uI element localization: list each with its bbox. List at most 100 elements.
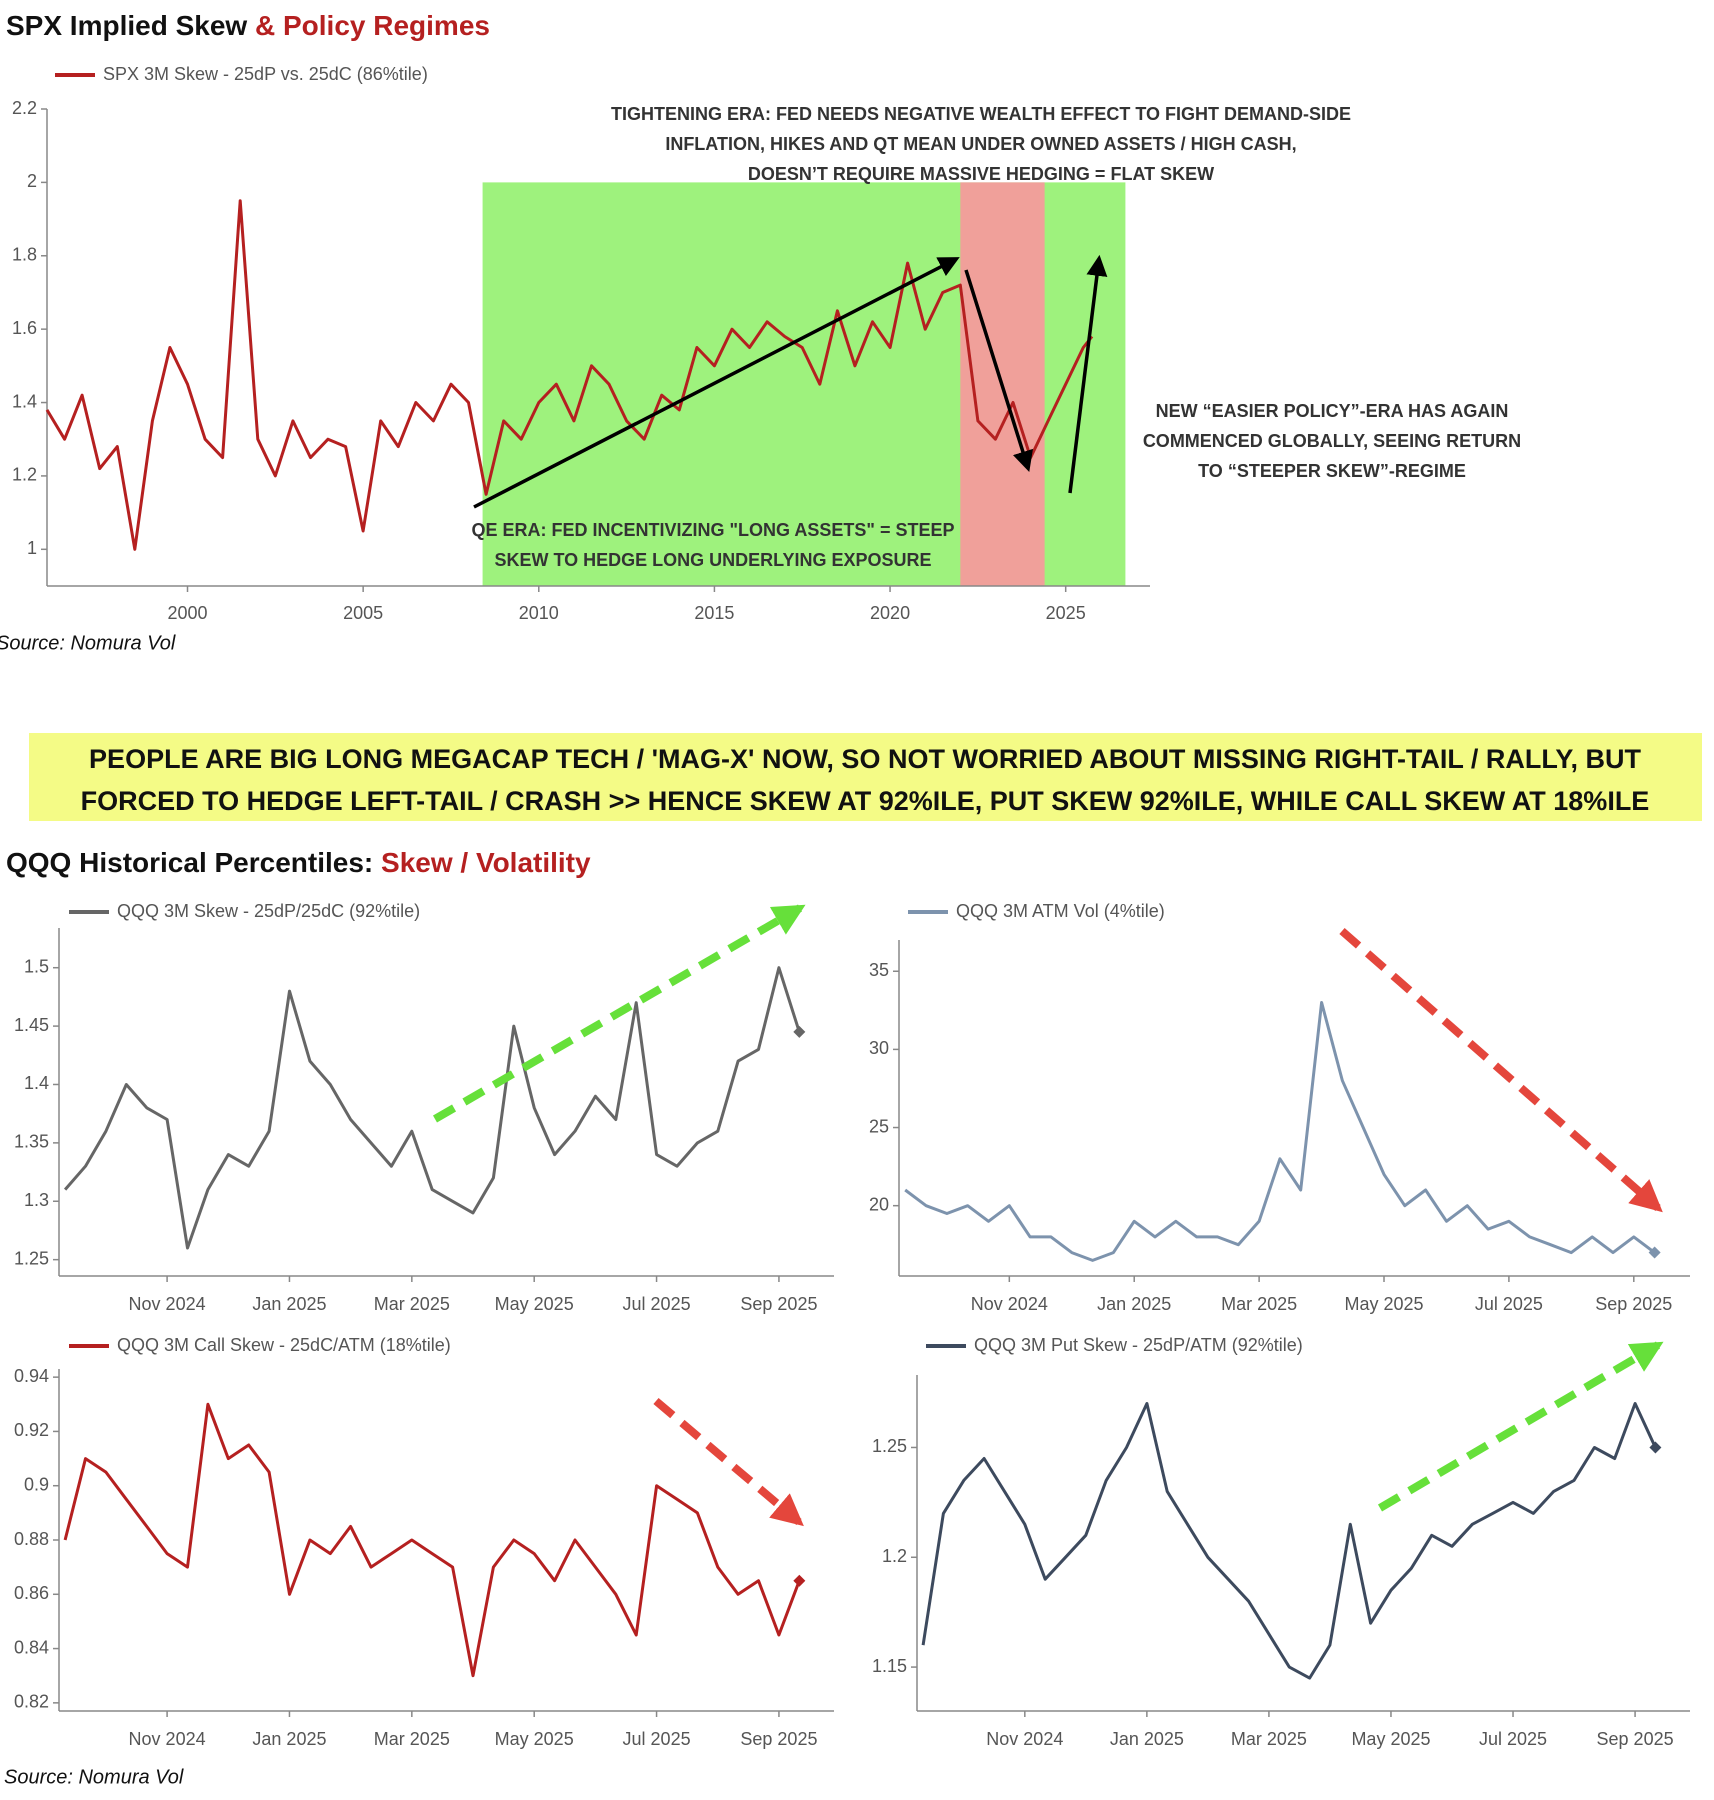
x-tick-label: May 2025: [1351, 1729, 1430, 1749]
y-tick-label: 0.92: [14, 1420, 49, 1440]
y-tick-label: 2: [27, 171, 37, 191]
y-tick-label: 1.3: [24, 1190, 49, 1210]
y-tick-label: 0.82: [14, 1692, 49, 1712]
y-tick-label: 2.2: [12, 98, 37, 118]
x-tick-label: 2005: [343, 603, 383, 623]
y-tick-label: 1.4: [12, 391, 37, 411]
end-marker: [1649, 1441, 1662, 1454]
arrows: [432, 254, 1664, 1527]
y-tick-label: 1.25: [872, 1436, 907, 1456]
x-tick-label: Jul 2025: [623, 1729, 691, 1749]
y-tick-label: 35: [869, 960, 889, 980]
x-tick-label: May 2025: [495, 1729, 574, 1749]
x-tick-label: Jan 2025: [1097, 1294, 1171, 1314]
legend-label: QQQ 3M Skew - 25dP/25dC (92%tile): [117, 901, 420, 921]
x-tick-label: Jan 2025: [1110, 1729, 1184, 1749]
x-tick-label: Jul 2025: [1475, 1294, 1543, 1314]
legend-label: QQQ 3M ATM Vol (4%tile): [956, 901, 1165, 921]
x-tick-label: Jul 2025: [623, 1294, 691, 1314]
series-line: [921, 1402, 1657, 1680]
x-tick-label: Nov 2024: [971, 1294, 1048, 1314]
x-tick-label: 2015: [694, 603, 734, 623]
y-tick-label: 1.2: [882, 1546, 907, 1566]
y-tick-label: 0.94: [14, 1366, 49, 1386]
banner-box: [29, 733, 1702, 821]
x-tick-label: Jan 2025: [252, 1729, 326, 1749]
x-tick-label: Jul 2025: [1479, 1729, 1547, 1749]
qqq-title: QQQ Historical Percentiles: Skew / Volat…: [6, 847, 591, 878]
legend-label: QQQ 3M Call Skew - 25dC/ATM (18%tile): [117, 1335, 451, 1355]
end-marker: [1648, 1246, 1661, 1259]
trend-arrow: [653, 1397, 804, 1527]
annotation: COMMENCED GLOBALLY, SEEING RETURN: [1143, 431, 1521, 451]
annotation: SKEW TO HEDGE LONG UNDERLYING EXPOSURE: [494, 550, 931, 570]
y-tick-label: 1.2: [12, 465, 37, 485]
y-tick-label: 25: [869, 1116, 889, 1136]
annotation: DOESN’T REQUIRE MASSIVE HEDGING = FLAT S…: [748, 164, 1214, 184]
trend-arrow: [1068, 254, 1108, 494]
title-part: SPX Implied Skew: [6, 10, 247, 41]
x-tick-label: Mar 2025: [1231, 1729, 1307, 1749]
legend-label: SPX 3M Skew - 25dP vs. 25dC (86%tile): [103, 64, 428, 84]
y-tick-label: 1: [27, 538, 37, 558]
x-tick-label: Nov 2024: [129, 1729, 206, 1749]
x-tick-label: Sep 2025: [1595, 1294, 1672, 1314]
y-tick-label: 0.9: [24, 1474, 49, 1494]
trend-arrow: [1339, 927, 1663, 1213]
series-line: [63, 1402, 801, 1678]
series-line: [63, 966, 801, 1250]
annotation: TO “STEEPER SKEW”-REGIME: [1198, 461, 1466, 481]
x-tick-label: Jan 2025: [252, 1294, 326, 1314]
y-tick-label: 20: [869, 1194, 889, 1214]
title-part: QQQ Historical Percentiles:: [6, 847, 373, 878]
y-tick-label: 1.15: [872, 1656, 907, 1676]
source: Source: Nomura Vol: [4, 1766, 184, 1788]
x-tick-label: 2010: [519, 603, 559, 623]
title-part: & Policy Regimes: [255, 10, 490, 41]
y-tick-label: 1.5: [24, 956, 49, 976]
x-tick-label: 2025: [1046, 603, 1086, 623]
annotation: QE ERA: FED INCENTIVIZING "LONG ASSETS" …: [472, 520, 955, 540]
y-tick-label: 1.4: [24, 1073, 49, 1093]
end-marker: [793, 1574, 806, 1587]
banner-text: FORCED TO HEDGE LEFT-TAIL / CRASH >> HEN…: [81, 786, 1650, 816]
y-tick-label: 30: [869, 1038, 889, 1058]
spx-title: SPX Implied Skew & Policy Regimes: [6, 10, 490, 41]
x-tick-label: Mar 2025: [1221, 1294, 1297, 1314]
series-line: [904, 1001, 1656, 1262]
y-tick-label: 0.86: [14, 1583, 49, 1603]
x-tick-label: 2000: [167, 603, 207, 623]
x-tick-label: May 2025: [1344, 1294, 1423, 1314]
x-tick-label: Sep 2025: [1597, 1729, 1674, 1749]
annotation: INFLATION, HIKES AND QT MEAN UNDER OWNED…: [665, 134, 1296, 154]
x-tick-label: Sep 2025: [740, 1729, 817, 1749]
y-tick-label: 1.8: [12, 245, 37, 265]
title-part: Skew / Volatility: [381, 847, 591, 878]
trend-arrow: [964, 269, 1033, 473]
y-tick-label: 1.35: [14, 1132, 49, 1152]
trend-arrow: [473, 257, 960, 509]
legend-label: QQQ 3M Put Skew - 25dP/ATM (92%tile): [974, 1335, 1303, 1355]
x-tick-label: Nov 2024: [129, 1294, 206, 1314]
y-tick-label: 1.45: [14, 1015, 49, 1035]
x-tick-label: 2020: [870, 603, 910, 623]
series-line: [45, 199, 1094, 551]
annotation: TIGHTENING ERA: FED NEEDS NEGATIVE WEALT…: [611, 104, 1351, 124]
source: Source: Nomura Vol: [0, 632, 176, 654]
x-tick-label: May 2025: [495, 1294, 574, 1314]
banner-text: PEOPLE ARE BIG LONG MEGACAP TECH / 'MAG-…: [89, 744, 1641, 774]
x-tick-label: Mar 2025: [374, 1729, 450, 1749]
y-tick-label: 1.25: [14, 1248, 49, 1268]
x-tick-label: Mar 2025: [374, 1294, 450, 1314]
annotation: NEW “EASIER POLICY”-ERA HAS AGAIN: [1156, 401, 1509, 421]
x-tick-label: Nov 2024: [986, 1729, 1063, 1749]
y-tick-label: 0.84: [14, 1637, 49, 1657]
y-tick-label: 0.88: [14, 1529, 49, 1549]
trend-arrow: [1377, 1341, 1664, 1512]
trend-arrow: [432, 904, 806, 1123]
y-tick-label: 1.6: [12, 318, 37, 338]
end-marker: [793, 1025, 806, 1038]
x-tick-label: Sep 2025: [740, 1294, 817, 1314]
